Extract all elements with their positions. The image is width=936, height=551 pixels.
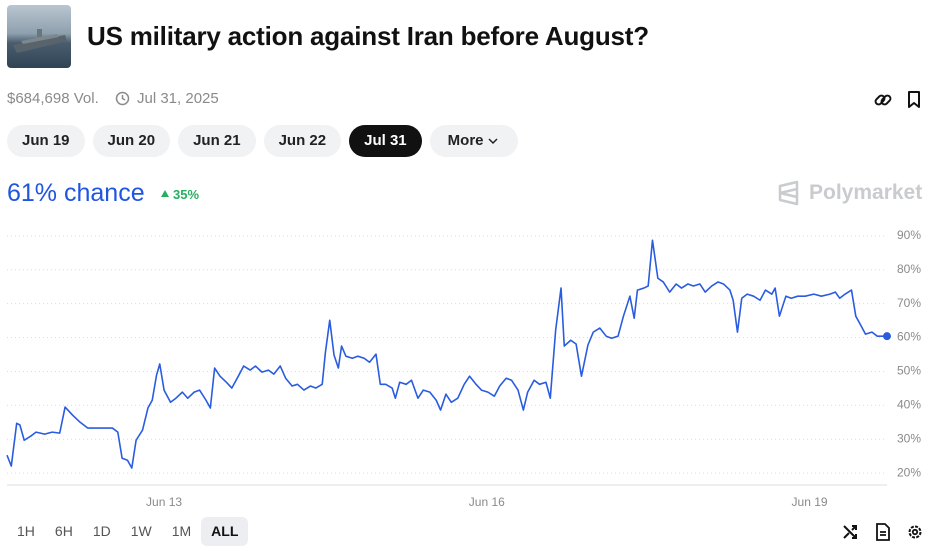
- date-tab[interactable]: Jun 19: [7, 125, 85, 157]
- date-tab[interactable]: Jun 22: [263, 125, 342, 157]
- ship-illustration: [13, 29, 67, 53]
- y-tick-label: 90%: [897, 228, 921, 242]
- bookmark-icon[interactable]: [907, 91, 921, 109]
- brand-name: Polymarket: [809, 181, 923, 204]
- timeframe-button[interactable]: 1M: [171, 523, 192, 539]
- brand-logo: [778, 180, 799, 206]
- chevron-icon: [488, 138, 498, 145]
- timeframe-selector: 1H 6H 1D 1W 1M ALL: [7, 517, 249, 546]
- timeframe-button[interactable]: 6H: [54, 523, 73, 539]
- shuffle-icon[interactable]: [842, 523, 860, 541]
- end-date: Jul 31, 2025: [137, 90, 219, 107]
- link-icon[interactable]: [874, 91, 892, 109]
- settings-icon[interactable]: [906, 523, 924, 541]
- timeframe-button[interactable]: 1H: [17, 523, 35, 539]
- document-icon[interactable]: [875, 523, 891, 541]
- x-tick-label: Jun 16: [469, 495, 505, 509]
- y-tick-label: 30%: [897, 431, 921, 445]
- market-image: [7, 5, 71, 68]
- chance: 61% chance: [7, 179, 145, 207]
- up-arrow: [161, 190, 169, 197]
- y-tick-label: 40%: [897, 398, 921, 412]
- date-tab-active[interactable]: Jul 31: [349, 125, 422, 157]
- y-tick-label: 70%: [897, 296, 921, 310]
- timeframe-button-active[interactable]: ALL: [201, 517, 249, 546]
- date-tab[interactable]: Jun 21: [178, 125, 256, 157]
- y-tick-label: 20%: [897, 465, 921, 479]
- x-tick-label: Jun 13: [146, 495, 182, 509]
- date-tab[interactable]: Jun 20: [92, 125, 171, 157]
- y-tick-label: 80%: [897, 262, 921, 276]
- y-tick-label: 50%: [897, 364, 921, 378]
- date-tabs: Jun 19 Jun 20 Jun 21 Jun 22 Jul 31 More: [7, 125, 518, 157]
- current-point: [883, 332, 891, 341]
- timeframe-button[interactable]: 1W: [130, 523, 152, 539]
- change: 35%: [173, 187, 200, 202]
- timeframe-button[interactable]: 1D: [92, 523, 111, 539]
- price-line: [6, 239, 887, 469]
- y-tick-label: 60%: [897, 330, 921, 344]
- more-button[interactable]: More: [429, 125, 518, 157]
- market-title: US military action against Iran before A…: [87, 21, 649, 51]
- clock-icon: [115, 91, 130, 106]
- x-tick-label: Jun 19: [792, 495, 828, 509]
- more-label: More: [447, 132, 484, 149]
- volume: $684,698 Vol.: [7, 90, 99, 107]
